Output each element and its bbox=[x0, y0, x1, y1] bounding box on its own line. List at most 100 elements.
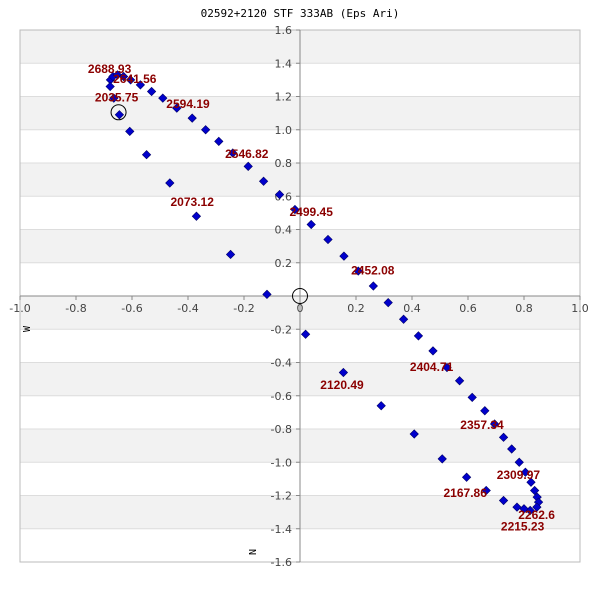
y-tick-label: -1.6 bbox=[271, 556, 292, 569]
orbit-point bbox=[258, 176, 269, 186]
y-tick-label: 1.2 bbox=[275, 91, 293, 104]
orbit-point bbox=[262, 289, 272, 299]
markers bbox=[110, 104, 308, 304]
orbit-point bbox=[514, 457, 524, 467]
orbit-point bbox=[135, 80, 146, 90]
y-tick-label: 1.0 bbox=[275, 124, 293, 137]
date-label: 2452.08 bbox=[351, 263, 395, 277]
orbit-point bbox=[481, 485, 491, 496]
orbit-point bbox=[442, 362, 452, 373]
x-tick-label: 0.4 bbox=[403, 302, 421, 315]
orbit-point bbox=[413, 331, 424, 341]
orbit-point bbox=[489, 419, 500, 429]
x-tick-label: -0.8 bbox=[65, 302, 86, 315]
y-tick-label: -1.2 bbox=[271, 490, 292, 503]
chart-title: 02592+2120 STF 333AB (Eps Ari) bbox=[201, 7, 400, 20]
orbit-point bbox=[228, 148, 238, 158]
orbit-point bbox=[112, 70, 123, 80]
orbit-point bbox=[480, 406, 490, 416]
orbit-point bbox=[214, 136, 224, 147]
date-label: 2073.12 bbox=[171, 195, 215, 209]
y-tick-label: 0.8 bbox=[275, 157, 293, 170]
x-tick-label: 0.2 bbox=[347, 302, 365, 315]
orbit-point bbox=[323, 234, 333, 245]
x-axis-label: W bbox=[22, 325, 33, 332]
orbit-point bbox=[225, 249, 236, 260]
y-tick-label: -0.2 bbox=[271, 323, 292, 336]
date-label: 2546.82 bbox=[225, 147, 269, 161]
orbit-point bbox=[409, 429, 419, 439]
orbit-point bbox=[461, 472, 472, 482]
orbit-point bbox=[520, 467, 531, 477]
date-label: 2120.49 bbox=[320, 378, 364, 392]
orbit-point bbox=[201, 125, 211, 135]
y-tick-label: -0.8 bbox=[271, 423, 292, 436]
orbit-point bbox=[125, 126, 135, 137]
date-label: 2262.6 bbox=[518, 508, 555, 522]
orbit-point bbox=[454, 376, 465, 386]
orbit-point bbox=[376, 401, 386, 411]
x-tick-label: 0.8 bbox=[515, 302, 533, 315]
primary-star-marker bbox=[292, 288, 308, 304]
x-tick-labels: -1.0 -0.8 -0.6 -0.4 -0.2 0 0.2 0.4 0.6 0.8 1.0 bbox=[9, 296, 589, 315]
orbit-point bbox=[338, 367, 349, 378]
orbit-point bbox=[530, 485, 540, 496]
y-tick-label: -1.4 bbox=[271, 523, 292, 536]
orbit-point bbox=[532, 502, 542, 512]
orbit-point bbox=[187, 113, 197, 123]
orbit-point bbox=[172, 103, 182, 113]
orbit-point bbox=[512, 502, 522, 512]
orbit-point bbox=[109, 93, 119, 103]
orbit-point bbox=[290, 204, 300, 215]
date-label: 2035.75 bbox=[95, 90, 139, 104]
orbit-point bbox=[368, 281, 378, 291]
orbit-point bbox=[498, 432, 509, 442]
orbit-point bbox=[105, 81, 115, 92]
date-label: 2167.86 bbox=[444, 486, 488, 500]
y-tick-labels: 1.61.41.21.00.80.60.40.2-0.2-0.4-0.6-0.8… bbox=[271, 24, 300, 569]
x-tick-label: -0.2 bbox=[233, 302, 254, 315]
date-label: 2215.23 bbox=[501, 519, 545, 533]
orbit-point bbox=[141, 150, 152, 160]
orbit-point bbox=[158, 93, 168, 103]
y-tick-label: -0.6 bbox=[271, 390, 292, 403]
y-tick-label: 0.4 bbox=[275, 224, 293, 237]
date-label: 2641.56 bbox=[113, 72, 157, 86]
x-tick-label: -0.6 bbox=[121, 302, 142, 315]
orbit-point bbox=[146, 86, 157, 97]
orbit-point bbox=[274, 189, 285, 200]
date-label: 2404.71 bbox=[410, 360, 454, 374]
orbit-point bbox=[125, 75, 136, 85]
orbit-point bbox=[118, 71, 129, 82]
orbit-point bbox=[243, 161, 253, 171]
orbit-point bbox=[306, 219, 316, 230]
orbit-point bbox=[300, 329, 311, 339]
x-tick-label: -0.4 bbox=[177, 302, 198, 315]
orbit-points bbox=[105, 70, 544, 516]
date-label: 2688.93 bbox=[88, 62, 132, 76]
orbit-point bbox=[165, 178, 175, 188]
y-tick-label: 0.2 bbox=[275, 257, 293, 270]
y-tick-label: 1.4 bbox=[275, 57, 293, 70]
date-label: 2499.45 bbox=[290, 205, 334, 219]
orbit-point bbox=[339, 251, 349, 261]
orbit-point bbox=[398, 314, 409, 324]
orbit-point bbox=[353, 266, 363, 276]
date-label: 2357.34 bbox=[460, 418, 504, 432]
orbit-point bbox=[428, 346, 438, 356]
x-tick-label: -1.0 bbox=[9, 302, 30, 315]
reference-position-marker bbox=[110, 104, 127, 121]
orbit-point bbox=[507, 444, 517, 454]
orbit-point bbox=[191, 211, 202, 221]
y-tick-label: -0.4 bbox=[271, 357, 292, 370]
y-axis-label: N bbox=[248, 549, 259, 555]
x-tick-label: 0 bbox=[297, 302, 304, 315]
y-tick-label: -1.0 bbox=[271, 456, 292, 469]
orbit-point bbox=[383, 298, 393, 308]
orbit-point bbox=[437, 454, 447, 464]
date-label: 2309.97 bbox=[497, 468, 541, 482]
y-tick-label: 1.6 bbox=[275, 24, 293, 37]
